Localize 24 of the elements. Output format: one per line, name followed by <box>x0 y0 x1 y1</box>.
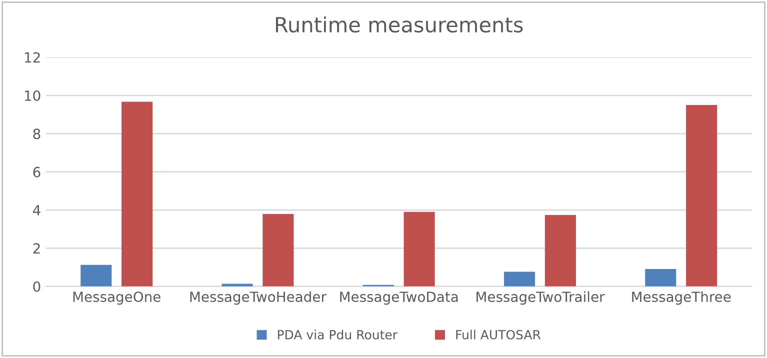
y-tick-label: 6 <box>33 166 40 178</box>
legend-label: PDA via Pdu Router <box>278 330 398 340</box>
bar <box>504 272 536 286</box>
y-tick-label: 0 <box>33 281 40 292</box>
bar <box>222 284 253 286</box>
x-tick-label: MessageOne <box>73 292 160 305</box>
bar <box>645 269 676 286</box>
chart-title: Runtime measurements <box>276 16 523 33</box>
x-tick-label: MessageTwoTrailer <box>476 291 605 305</box>
x-tick-label: MessageTwoHeader <box>190 291 326 305</box>
bar <box>404 212 435 286</box>
y-tick-label: 4 <box>33 205 40 216</box>
bar <box>262 214 294 286</box>
bar <box>686 105 718 286</box>
bar <box>122 102 153 286</box>
bar <box>80 264 112 286</box>
y-tick-label: 8 <box>33 128 40 140</box>
x-tick-label: MessageTwoData <box>340 292 458 305</box>
y-tick-label: 2 <box>33 243 40 254</box>
x-tick-label: MessageThree <box>632 291 731 305</box>
y-tick-label: 10 <box>25 90 40 101</box>
bar <box>544 214 576 286</box>
legend-label: Full AUTOSAR <box>456 330 541 340</box>
y-tick-label: 12 <box>25 52 40 63</box>
